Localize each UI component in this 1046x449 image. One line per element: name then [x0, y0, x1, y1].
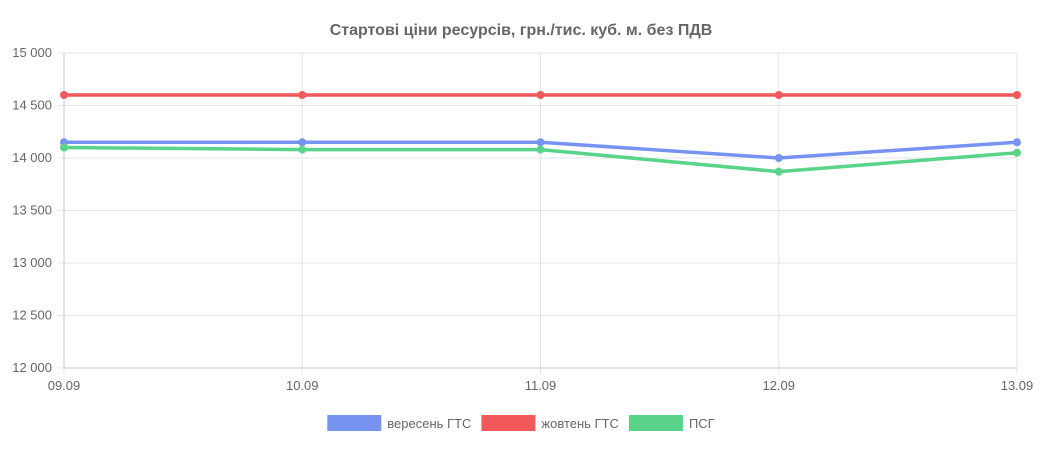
data-point[interactable] [298, 91, 307, 99]
y-tick-label: 13 000 [12, 255, 52, 270]
data-point[interactable] [60, 143, 68, 152]
legend-swatch [481, 415, 536, 431]
series-layer [60, 91, 1021, 176]
legend-item[interactable]: вересень ГТС [327, 415, 471, 431]
grid-layer [58, 52, 1018, 374]
y-tick-label: 12 000 [12, 360, 52, 375]
legend-label: жовтень ГТС [541, 416, 619, 431]
data-point[interactable] [536, 145, 545, 154]
data-point[interactable] [774, 154, 783, 162]
legend-item[interactable]: ПСГ [628, 415, 715, 431]
data-point[interactable] [298, 145, 307, 154]
axis-layer: 12 000 12 500 13 000 13 500 14 000 14 500 15 0… [12, 45, 1033, 393]
legend[interactable]: вересень ГТС жовтень ГТС ПСГ [327, 415, 715, 431]
data-point[interactable] [536, 91, 545, 99]
x-tick-label: 09.09 [48, 378, 81, 393]
data-point[interactable] [774, 167, 783, 176]
data-point[interactable] [60, 91, 68, 99]
y-tick-label: 14 500 [12, 98, 52, 113]
x-tick-label: 12.09 [762, 378, 795, 393]
legend-label: вересень ГТС [387, 416, 471, 431]
data-point[interactable] [1013, 148, 1021, 157]
data-point[interactable] [536, 138, 545, 147]
y-tick-label: 15 000 [12, 45, 52, 60]
chart-title: Стартові ціни ресурсів, грн./тис. куб. м… [330, 22, 713, 39]
y-tick-label: 12 500 [12, 308, 52, 323]
legend-label: ПСГ [689, 416, 715, 431]
x-tick-label: 11.09 [525, 378, 557, 393]
data-point[interactable] [1013, 138, 1021, 147]
y-tick-label: 13 500 [12, 203, 52, 218]
data-point[interactable] [1013, 91, 1021, 99]
x-tick-label: 10.09 [286, 378, 319, 393]
legend-swatch [628, 415, 683, 431]
legend-swatch [327, 415, 382, 431]
y-tick-label: 14 000 [12, 150, 52, 165]
legend-item[interactable]: жовтень ГТС [481, 415, 619, 431]
series-group [60, 91, 1021, 99]
data-point[interactable] [298, 138, 307, 147]
x-tick-label: 13.09 [1001, 378, 1034, 393]
data-point[interactable] [774, 91, 783, 99]
series-group [60, 143, 1021, 176]
